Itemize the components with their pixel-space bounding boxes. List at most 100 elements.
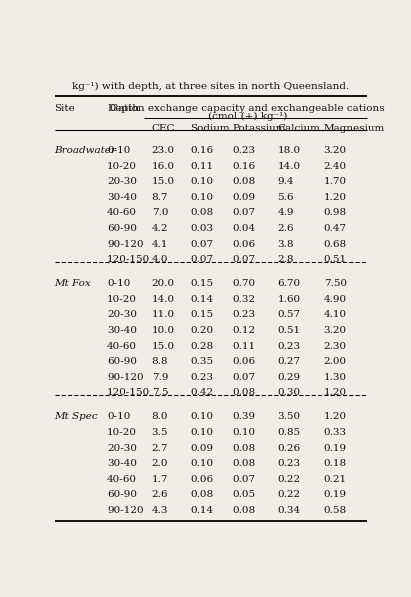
Text: 0-10: 0-10: [107, 413, 130, 421]
Text: Site: Site: [55, 104, 75, 113]
Text: 0.22: 0.22: [277, 490, 301, 499]
Text: 0.07: 0.07: [232, 373, 255, 381]
Text: 0.10: 0.10: [232, 428, 255, 437]
Text: 4.90: 4.90: [324, 295, 347, 304]
Text: 0.27: 0.27: [277, 357, 301, 366]
Text: 30-40: 30-40: [107, 326, 137, 335]
Text: 15.0: 15.0: [152, 341, 175, 350]
Text: 3.50: 3.50: [277, 413, 301, 421]
Text: 1.60: 1.60: [277, 295, 301, 304]
Text: 7.5: 7.5: [152, 388, 168, 397]
Text: 7.0: 7.0: [152, 208, 168, 217]
Text: 7.9: 7.9: [152, 373, 168, 381]
Text: 0.22: 0.22: [277, 475, 301, 484]
Text: 0.08: 0.08: [232, 444, 255, 453]
Text: 10-20: 10-20: [107, 162, 137, 171]
Text: 2.30: 2.30: [324, 341, 347, 350]
Text: 60-90: 60-90: [107, 357, 137, 366]
Text: 7.50: 7.50: [324, 279, 347, 288]
Text: 0.51: 0.51: [324, 255, 347, 264]
Text: 3.20: 3.20: [324, 326, 347, 335]
Text: 3.20: 3.20: [324, 146, 347, 155]
Text: 0.20: 0.20: [190, 326, 213, 335]
Text: Sodium: Sodium: [190, 124, 230, 133]
Text: 0.11: 0.11: [232, 341, 255, 350]
Text: 0.10: 0.10: [190, 428, 213, 437]
Text: 0.08: 0.08: [190, 208, 213, 217]
Text: 10-20: 10-20: [107, 428, 137, 437]
Text: 120-150: 120-150: [107, 388, 150, 397]
Text: 2.40: 2.40: [324, 162, 347, 171]
Text: 20-30: 20-30: [107, 310, 137, 319]
Text: 0.06: 0.06: [232, 357, 255, 366]
Text: 2.7: 2.7: [152, 444, 168, 453]
Text: Mt Spec: Mt Spec: [55, 413, 98, 421]
Text: 40-60: 40-60: [107, 208, 137, 217]
Text: kg⁻¹) with depth, at three sites in north Queensland.: kg⁻¹) with depth, at three sites in nort…: [72, 82, 349, 91]
Text: 4.2: 4.2: [152, 224, 168, 233]
Text: 0.15: 0.15: [190, 279, 213, 288]
Text: 0.07: 0.07: [232, 475, 255, 484]
Text: CEC: CEC: [152, 124, 175, 133]
Text: 3.8: 3.8: [277, 239, 294, 248]
Text: 0.07: 0.07: [190, 255, 213, 264]
Text: 3.5: 3.5: [152, 428, 168, 437]
Text: 0.12: 0.12: [232, 326, 255, 335]
Text: 2.0: 2.0: [152, 459, 168, 468]
Text: Calcium: Calcium: [277, 124, 321, 133]
Text: 1.20: 1.20: [324, 388, 347, 397]
Text: 0.98: 0.98: [324, 208, 347, 217]
Text: 9.4: 9.4: [277, 177, 294, 186]
Text: 0.51: 0.51: [277, 326, 301, 335]
Text: 0.11: 0.11: [190, 162, 213, 171]
Text: 0.14: 0.14: [190, 295, 213, 304]
Text: 0.23: 0.23: [277, 459, 301, 468]
Text: 2.6: 2.6: [152, 490, 168, 499]
Text: 8.7: 8.7: [152, 193, 168, 202]
Text: 30-40: 30-40: [107, 459, 137, 468]
Text: 0.07: 0.07: [190, 239, 213, 248]
Text: 0.26: 0.26: [277, 444, 301, 453]
Text: 0.09: 0.09: [232, 193, 255, 202]
Text: 0.18: 0.18: [324, 459, 347, 468]
Text: 6.70: 6.70: [277, 279, 301, 288]
Text: 4.1: 4.1: [152, 239, 168, 248]
Text: Magnesium: Magnesium: [324, 124, 385, 133]
Text: 0.06: 0.06: [190, 475, 213, 484]
Text: 0.42: 0.42: [190, 388, 213, 397]
Text: 1.20: 1.20: [324, 193, 347, 202]
Text: 10-20: 10-20: [107, 295, 137, 304]
Text: 0.06: 0.06: [232, 239, 255, 248]
Text: 2.6: 2.6: [277, 224, 294, 233]
Text: 20-30: 20-30: [107, 444, 137, 453]
Text: 0.23: 0.23: [232, 146, 255, 155]
Text: 0.09: 0.09: [190, 444, 213, 453]
Text: 60-90: 60-90: [107, 224, 137, 233]
Text: 0.08: 0.08: [232, 177, 255, 186]
Text: 2.00: 2.00: [324, 357, 347, 366]
Text: 0.04: 0.04: [232, 224, 255, 233]
Text: 0.16: 0.16: [232, 162, 255, 171]
Text: 60-90: 60-90: [107, 490, 137, 499]
Text: 18.0: 18.0: [277, 146, 301, 155]
Text: 4.10: 4.10: [324, 310, 347, 319]
Text: 0.70: 0.70: [232, 279, 255, 288]
Text: 40-60: 40-60: [107, 475, 137, 484]
Text: 0.08: 0.08: [190, 490, 213, 499]
Text: 0.16: 0.16: [190, 146, 213, 155]
Text: 8.8: 8.8: [152, 357, 168, 366]
Text: 0.03: 0.03: [190, 224, 213, 233]
Text: 0.23: 0.23: [232, 310, 255, 319]
Text: 0.47: 0.47: [324, 224, 347, 233]
Text: 0.29: 0.29: [277, 373, 301, 381]
Text: Potassium: Potassium: [232, 124, 286, 133]
Text: 0.08: 0.08: [232, 459, 255, 468]
Text: 0.85: 0.85: [277, 428, 301, 437]
Text: 20-30: 20-30: [107, 177, 137, 186]
Text: 0.57: 0.57: [277, 310, 301, 319]
Text: 11.0: 11.0: [152, 310, 175, 319]
Text: 0.30: 0.30: [277, 388, 301, 397]
Text: 1.30: 1.30: [324, 373, 347, 381]
Text: 0.10: 0.10: [190, 193, 213, 202]
Text: 0.39: 0.39: [232, 413, 255, 421]
